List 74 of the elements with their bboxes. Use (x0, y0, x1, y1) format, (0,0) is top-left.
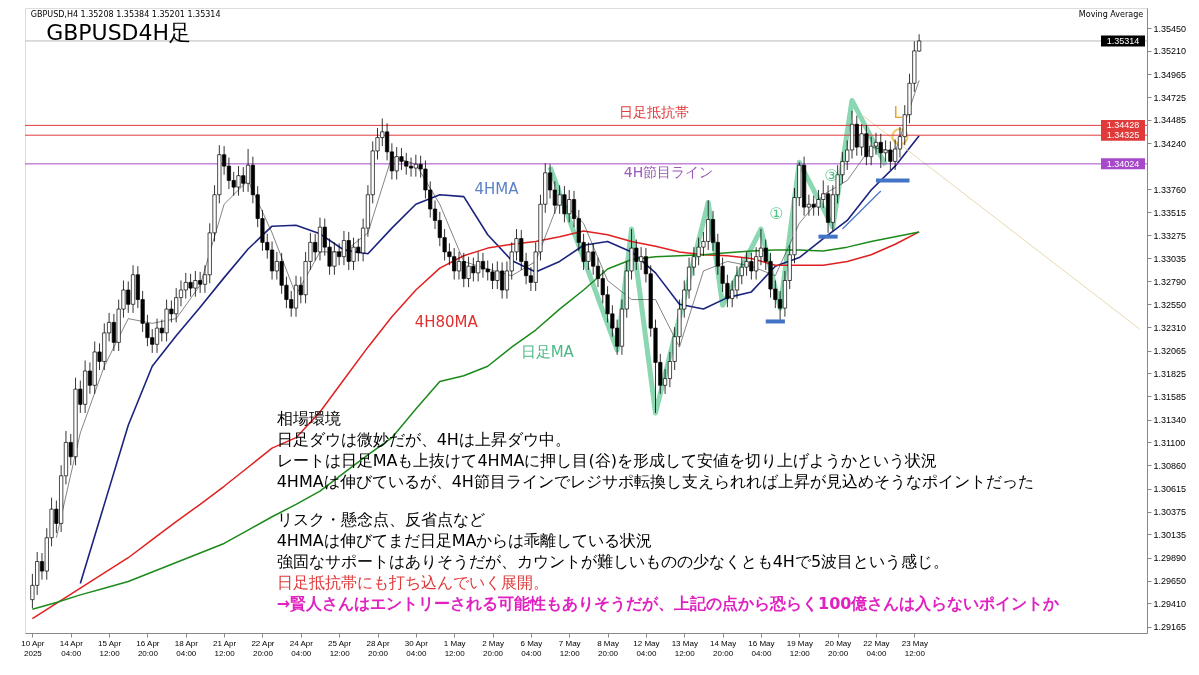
candlestick (734, 265, 740, 299)
x-tick-label: 13 May 12:00 (671, 638, 698, 658)
x-tick-label: 18 Apr 04:00 (174, 638, 199, 658)
y-tick-label: 1.33515 (1153, 207, 1187, 218)
annotation: →賢人さんはエントリーされる可能性もありそうだが、上記の点から恐らく100億さんは入らないポイントか (276, 593, 1061, 613)
x-tick-label: 22 May 04:00 (863, 638, 890, 658)
x-tick-label: 2 May 20:00 (482, 638, 504, 658)
y-tick-label: 1.34240 (1153, 138, 1187, 149)
annotation: 4HMAは伸びてまだ日足MAからは乖離している状況 (276, 530, 653, 550)
y-tick-label: 1.29410 (1153, 598, 1187, 609)
y-tick-label: 1.33035 (1153, 253, 1187, 264)
x-tick-label: 23 May 12:00 (901, 638, 928, 658)
ref-line-label: 1.34024 (1106, 158, 1140, 169)
y-tick-label: 1.32065 (1153, 346, 1187, 357)
x-tick-label: 12 May 04:00 (633, 638, 660, 658)
y-tick-label: 1.31585 (1153, 391, 1187, 402)
candlestick (154, 318, 160, 354)
y-tick-label: 1.34485 (1153, 115, 1187, 126)
series-label: 4HMA (474, 179, 520, 198)
x-tick-label: 25 Apr 12:00 (328, 638, 352, 658)
y-tick-label: 1.35450 (1153, 23, 1187, 34)
x-tick-label: 20 May 20:00 (825, 638, 852, 658)
annotation: ① (769, 204, 784, 224)
y-tick-label: 1.32310 (1153, 322, 1187, 333)
y-tick-label: 1.31100 (1153, 437, 1186, 448)
x-tick-label: 14 May 20:00 (709, 638, 737, 658)
annotation: 日足抵抗帯 (618, 103, 689, 120)
y-tick-label: 1.33275 (1153, 230, 1187, 241)
y-tick-label: 1.30375 (1153, 507, 1187, 518)
y-tick-label: 1.34965 (1153, 69, 1187, 80)
x-tick-label: 7 May 12:00 (558, 638, 581, 658)
y-tick-label: 1.35210 (1153, 46, 1187, 57)
y-tick-label: 1.33760 (1153, 184, 1187, 195)
x-tick-label: 19 May 12:00 (786, 638, 813, 658)
y-tick-label: 1.30615 (1153, 484, 1187, 495)
x-tick-label: 16 May 04:00 (748, 638, 775, 658)
x-tick-label: 6 May 04:00 (520, 638, 543, 658)
x-tick-label: 10 Apr 2025 (21, 638, 45, 658)
ref-line-label: 1.34325 (1106, 130, 1140, 141)
y-tick-label: 1.30135 (1153, 529, 1187, 540)
candlestick (456, 251, 462, 280)
annotation: GBPUSD,H4 1.35208 1.35384 1.35201 1.35314 (30, 9, 221, 19)
y-tick-label: 1.32550 (1153, 299, 1187, 310)
y-tick-label: 1.31340 (1153, 415, 1187, 426)
x-tick-label: 30 Apr 04:00 (404, 638, 429, 658)
y-tick-label: 1.29165 (1153, 622, 1187, 633)
x-tick-label: 28 Apr 20:00 (366, 638, 390, 658)
candlestick (873, 132, 879, 156)
annotation: 日足抵抗帯にも打ち込んでいく展開。 (276, 572, 549, 592)
series-label: 4H80MA (414, 312, 479, 331)
y-tick-label: 1.29890 (1153, 553, 1187, 564)
series-label: 日足MA (520, 343, 575, 362)
text: GBPUSD4H足 (46, 19, 192, 45)
y-tick-label: 1.29650 (1153, 576, 1187, 587)
x-tick-label: 14 Apr 04:00 (59, 638, 84, 658)
x-tick-label: 8 May 20:00 (597, 638, 619, 658)
x-tick-label: 21 Apr 12:00 (213, 638, 237, 658)
annotation: 強固なサポートはありそうだが、カウントが難しいものの少なくとも4Hで5波目という感じ。 (276, 551, 950, 571)
annotation: 4H節目ライン (623, 163, 714, 180)
x-tick-label: 1 May 12:00 (443, 638, 466, 658)
y-tick-label: 1.31825 (1153, 368, 1187, 379)
annotation: L (893, 103, 903, 122)
x-tick-label: 22 Apr 20:00 (251, 638, 275, 658)
x-tick-label: 15 Apr 12:00 (98, 638, 122, 658)
x-tick-label: 16 Apr 20:00 (136, 638, 160, 658)
ref-line-label: 1.35314 (1106, 35, 1140, 46)
y-tick-label: 1.34725 (1153, 92, 1187, 103)
ref-line-label: 1.34428 (1106, 120, 1140, 131)
candlestick (293, 275, 299, 318)
y-tick-label: 1.30860 (1153, 460, 1187, 471)
x-tick-label: 24 Apr 04:00 (289, 638, 314, 658)
annotation: Moving Average (1078, 9, 1144, 19)
y-tick-label: 1.32790 (1153, 276, 1187, 287)
annotation: リスク・懸念点、反省点など (276, 509, 485, 529)
